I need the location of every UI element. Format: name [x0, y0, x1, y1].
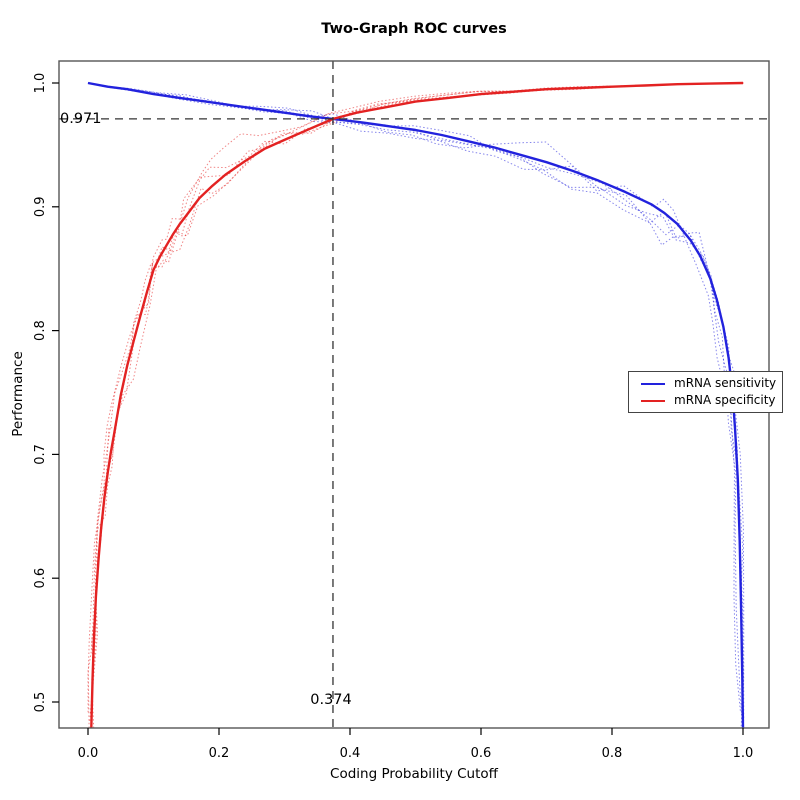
- specificity-line-swatch: [641, 399, 665, 402]
- replicate-curve-specificity-0: [89, 82, 744, 721]
- legend-label-sensitivity: mRNA sensitivity: [674, 376, 777, 390]
- x-axis-tick-label: 0.2: [209, 746, 230, 761]
- legend-item-specificity: mRNA specificity: [641, 394, 782, 407]
- cutoff-crosshair-label: 0.374: [310, 692, 352, 708]
- legend-item-sensitivity: mRNA sensitivity: [641, 377, 782, 390]
- x-axis-tick-label: 0.8: [602, 746, 623, 761]
- y-axis-tick-label: 0.8: [33, 320, 48, 341]
- y-axis-tick-label: 0.7: [33, 444, 48, 465]
- chart-title: Two-Graph ROC curves: [321, 21, 507, 37]
- performance-crosshair-label: 0.971: [60, 111, 102, 127]
- y-axis-tick-label: 0.9: [33, 196, 48, 217]
- x-axis-tick-label: 0.4: [340, 746, 361, 761]
- x-axis-tick-label: 0.0: [78, 746, 99, 761]
- replicate-curve-specificity-2: [90, 82, 739, 714]
- x-axis-tick-label: 0.6: [471, 746, 492, 761]
- y-axis-tick-label: 1.0: [33, 73, 48, 94]
- legend-label-specificity: mRNA specificity: [674, 393, 776, 407]
- specificity-curve: [90, 81, 744, 729]
- x-axis-title: Coding Probability Cutoff: [330, 766, 498, 782]
- x-axis-tick-label: 1.0: [733, 746, 754, 761]
- y-axis-tick-label: 0.5: [33, 692, 48, 713]
- sensitivity-line-swatch: [641, 382, 665, 385]
- y-axis-tick-label: 0.6: [33, 568, 48, 589]
- y-axis-title: Performance: [10, 351, 26, 437]
- legend-box: mRNA sensitivity mRNA specificity: [628, 371, 783, 413]
